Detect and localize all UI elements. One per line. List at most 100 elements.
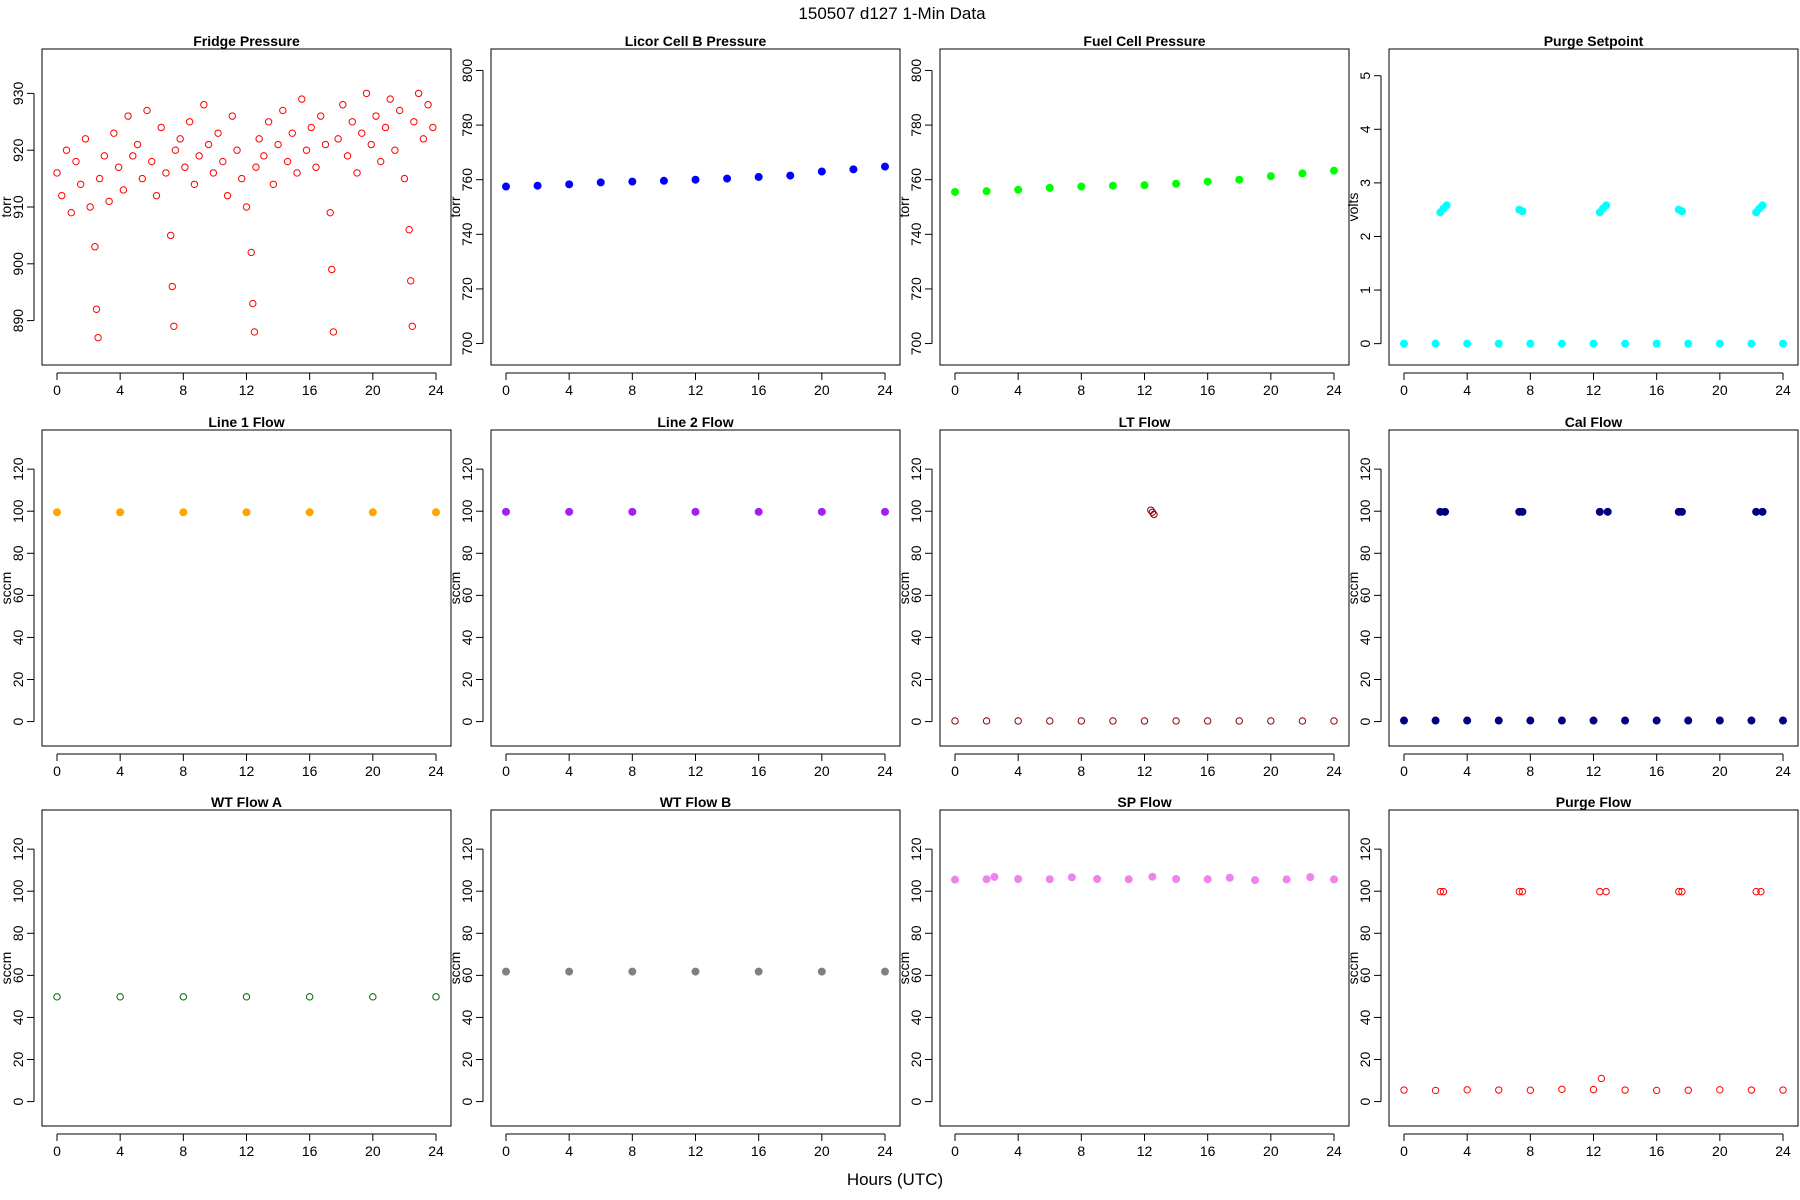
data-point — [358, 129, 366, 137]
data-point — [1266, 172, 1275, 181]
y-tick-label: 0 — [908, 1097, 924, 1105]
chart-panel: Purge Flow 0 4 8 12 16 20 24 0 20 40 60 80 100 120 sccm — [1345, 794, 1799, 1159]
data-point — [1595, 507, 1604, 516]
y-tick-label: 800 — [459, 59, 475, 83]
y-tick-label: 1 — [1357, 286, 1373, 294]
x-tick-label: 12 — [239, 382, 255, 398]
data-point — [195, 152, 203, 160]
data-point — [1675, 887, 1683, 896]
data-point — [1621, 716, 1630, 725]
x-tick-label: 0 — [502, 382, 510, 398]
y-tick-label: 60 — [1357, 587, 1373, 603]
data-point — [58, 191, 66, 200]
x-tick-label: 0 — [502, 1143, 510, 1159]
data-point — [1603, 507, 1612, 516]
data-point — [1463, 1086, 1471, 1094]
data-point — [1589, 1085, 1598, 1094]
y-tick-label: 100 — [459, 879, 475, 903]
x-tick-label: 20 — [1712, 1143, 1728, 1159]
x-tick-label: 20 — [365, 382, 381, 398]
x-tick-label: 8 — [628, 1143, 636, 1159]
data-point — [53, 993, 61, 1001]
data-point — [628, 177, 637, 186]
panel-title: Fuel Cell Pressure — [1083, 33, 1205, 49]
y-tick-label: 120 — [1357, 457, 1373, 481]
x-tick-label: 0 — [1400, 763, 1408, 779]
data-series — [501, 507, 890, 516]
data-point — [167, 231, 175, 240]
y-tick-label: 740 — [908, 222, 924, 246]
data-point — [185, 118, 194, 126]
y-tick-label: 120 — [459, 457, 475, 481]
y-axis-label: torr — [447, 196, 463, 217]
y-tick-label: 780 — [459, 113, 475, 137]
data-point — [242, 508, 251, 517]
data-series — [1400, 887, 1787, 1095]
data-point — [1067, 873, 1076, 882]
data-point — [881, 162, 890, 171]
x-tick-label: 24 — [1775, 763, 1791, 779]
x-tick-label: 8 — [628, 382, 636, 398]
data-point — [1652, 716, 1661, 725]
data-point — [1597, 1074, 1606, 1083]
x-tick-label: 16 — [302, 1143, 318, 1159]
x-tick-label: 24 — [1326, 1143, 1342, 1159]
x-tick-label: 24 — [877, 1143, 893, 1159]
x-tick-label: 20 — [1263, 382, 1279, 398]
chart-panel: Line 1 Flow 0 4 8 12 16 20 24 0 20 40 60 80 100 120 scc… — [0, 414, 452, 779]
data-point — [1589, 339, 1598, 348]
y-axis-label: sccm — [0, 572, 14, 605]
y-tick-label: 60 — [1357, 967, 1373, 983]
data-point — [990, 872, 999, 881]
x-tick-label: 16 — [1200, 1143, 1216, 1159]
x-tick-label: 0 — [951, 763, 959, 779]
x-tick-label: 16 — [1649, 763, 1665, 779]
data-point — [348, 118, 357, 126]
x-tick-label: 0 — [1400, 382, 1408, 398]
data-point — [1518, 507, 1527, 516]
y-tick-label: 760 — [459, 168, 475, 192]
data-point — [1518, 207, 1527, 216]
data-point — [372, 112, 380, 120]
y-tick-label: 80 — [459, 545, 475, 561]
data-point — [283, 157, 292, 166]
data-point — [312, 163, 320, 171]
data-point — [1203, 717, 1212, 725]
y-tick-label: 80 — [10, 925, 26, 941]
data-point — [200, 101, 208, 109]
x-tick-label: 20 — [1263, 1143, 1279, 1159]
x-tick-label: 16 — [1649, 1143, 1665, 1159]
data-point — [1140, 181, 1149, 190]
chart-panel: Cal Flow 0 4 8 12 16 20 24 0 20 40 60 80 100 120 sccm — [1345, 414, 1799, 779]
x-tick-label: 20 — [365, 763, 381, 779]
x-tick-label: 0 — [951, 382, 959, 398]
chart-panel: WT Flow A 0 4 8 12 16 20 24 0 20 40 60 80 100 120 sccm — [0, 794, 452, 1159]
y-tick-label: 20 — [10, 1052, 26, 1068]
data-point — [386, 95, 394, 103]
y-tick-label: 40 — [908, 1009, 924, 1025]
x-tick-label: 16 — [302, 763, 318, 779]
x-tick-label: 0 — [53, 382, 61, 398]
data-point — [133, 140, 142, 149]
x-tick-label: 8 — [179, 763, 187, 779]
y-axis-label: sccm — [896, 952, 912, 985]
y-tick-label: 720 — [908, 277, 924, 301]
data-point — [86, 203, 94, 211]
x-tick-label: 8 — [179, 1143, 187, 1159]
data-point — [129, 152, 137, 160]
data-point — [190, 180, 199, 188]
data-point — [786, 171, 795, 180]
data-point — [209, 169, 218, 177]
x-tick-label: 8 — [179, 382, 187, 398]
x-tick-label: 12 — [239, 763, 255, 779]
data-point — [95, 174, 104, 183]
y-tick-label: 0 — [1357, 717, 1373, 725]
y-tick-label: 20 — [459, 672, 475, 688]
y-tick-label: 0 — [459, 1097, 475, 1105]
data-series — [53, 89, 437, 342]
data-point — [565, 967, 574, 976]
data-point — [1463, 716, 1472, 725]
x-tick-label: 4 — [116, 1143, 124, 1159]
x-tick-label: 4 — [1463, 763, 1471, 779]
